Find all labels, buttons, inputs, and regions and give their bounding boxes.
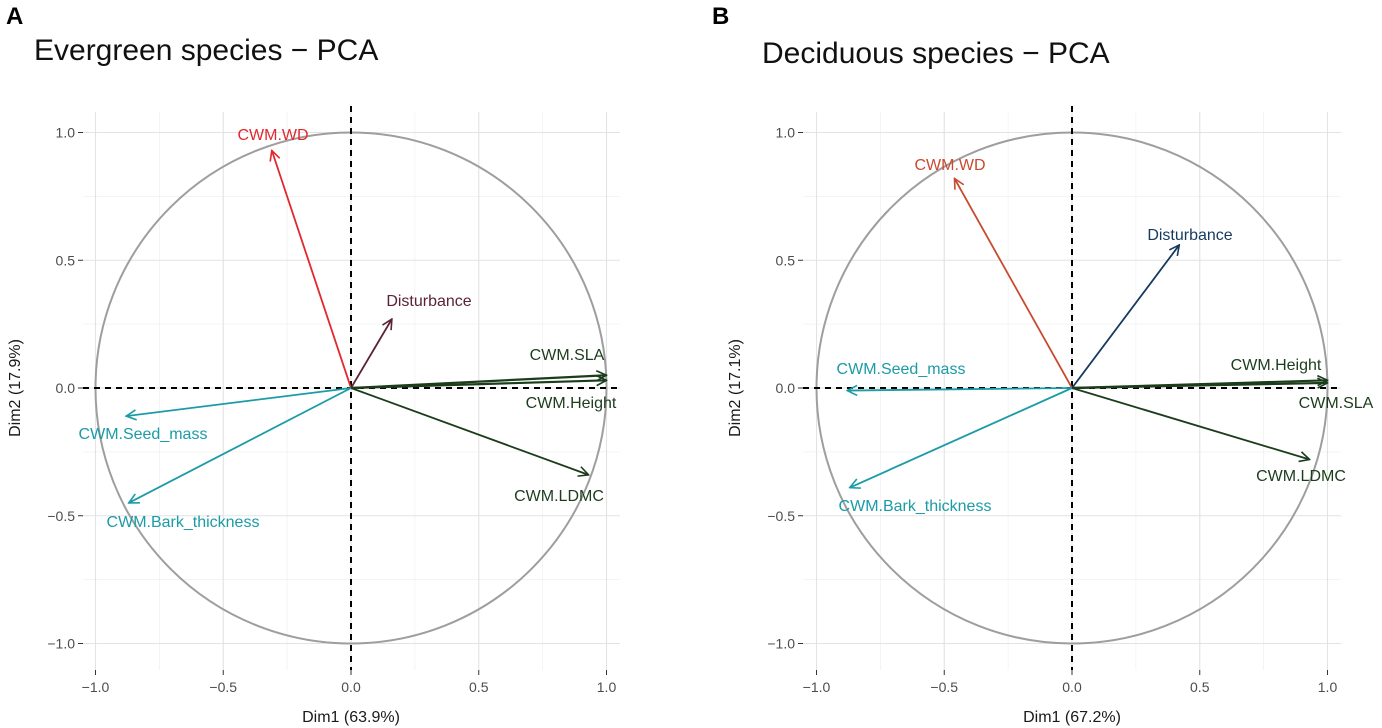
- vector-cwm-ldmc: [1071, 387, 1310, 460]
- y-tick-label: 0.5: [56, 252, 76, 268]
- panel-title: Deciduous species − PCA: [762, 37, 1110, 70]
- y-tick-label: 1.0: [776, 125, 796, 141]
- x-tick-label: 0.5: [469, 679, 489, 695]
- x-tick-label: 0.0: [341, 679, 361, 695]
- vector-label-cwm-sla: CWM.SLA: [530, 347, 605, 364]
- vector-cwm-wd: [272, 150, 352, 389]
- y-tick-label: 0.0: [776, 380, 796, 396]
- panel-a: −1.0 −0.5 0.0 0.5 1.0 −1.0 −0.5 0.0 0.5 1.0 Dim1 (…: [6, 3, 620, 726]
- x-tick-label: −1.0: [82, 679, 110, 695]
- vector-cwm-wd: [954, 178, 1073, 389]
- x-tick-label: 0.5: [1190, 679, 1210, 695]
- vector-cwm-height: [350, 380, 607, 390]
- x-axis-label: Dim1 (67.2%): [1023, 709, 1121, 726]
- y-tick-label: 0.5: [776, 252, 796, 268]
- vector-cwm-seed-mass: [126, 387, 352, 416]
- vector-label-cwm-seed-mass: CWM.Seed_mass: [837, 361, 966, 378]
- vector-cwm-sla: [1071, 383, 1328, 390]
- x-tick-label: −0.5: [930, 679, 958, 695]
- vector-cwm-ldmc: [350, 387, 589, 475]
- y-tick-label: 1.0: [56, 125, 76, 141]
- y-tick-label: −0.5: [767, 508, 795, 524]
- vector-label-cwm-bark-thickness: CWM.Bark_thickness: [107, 514, 260, 531]
- y-axis-label: Dim2 (17.1%): [727, 339, 744, 437]
- vector-label-disturbance: Disturbance: [386, 293, 471, 310]
- vector-label-cwm-sla: CWM.SLA: [1299, 395, 1374, 412]
- vector-label-cwm-seed-mass: CWM.Seed_mass: [79, 426, 208, 443]
- y-axis-label: Dim2 (17.9%): [7, 339, 24, 437]
- y-tick-label: −0.5: [47, 508, 75, 524]
- x-tick-label: −0.5: [209, 679, 237, 695]
- vector-label-disturbance: Disturbance: [1147, 227, 1232, 244]
- panel-letter: B: [712, 3, 729, 30]
- vector-cwm-seed-mass: [847, 388, 1073, 391]
- panel-letter: A: [6, 3, 23, 30]
- vector-cwm-bark-thickness: [850, 387, 1073, 488]
- vector-label-cwm-wd: CWM.WD: [914, 157, 985, 174]
- x-axis-label: Dim1 (63.9%): [302, 709, 400, 726]
- vector-disturbance: [350, 319, 392, 389]
- vector-disturbance: [1071, 245, 1179, 389]
- vector-label-cwm-height: CWM.Height: [1231, 357, 1322, 374]
- y-tick-label: −1.0: [767, 636, 795, 652]
- panel-title: Evergreen species − PCA: [34, 34, 378, 67]
- vector-cwm-bark-thickness: [129, 387, 352, 503]
- vector-label-cwm-wd: CWM.WD: [237, 127, 308, 144]
- x-tick-label: −1.0: [803, 679, 831, 695]
- y-tick-label: 0.0: [56, 380, 76, 396]
- y-tick-label: −1.0: [47, 636, 75, 652]
- panel-b: −1.0 −0.5 0.0 0.5 1.0 −1.0 −0.5 0.0 0.5 1.0 Dim1 (…: [712, 3, 1374, 726]
- vector-label-cwm-ldmc: CWM.LDMC: [514, 488, 604, 505]
- x-tick-label: 1.0: [597, 679, 617, 695]
- vector-label-cwm-bark-thickness: CWM.Bark_thickness: [839, 498, 992, 515]
- x-tick-label: 0.0: [1062, 679, 1082, 695]
- vector-label-cwm-height: CWM.Height: [526, 395, 617, 412]
- x-tick-label: 1.0: [1318, 679, 1338, 695]
- vector-label-cwm-ldmc: CWM.LDMC: [1256, 468, 1346, 485]
